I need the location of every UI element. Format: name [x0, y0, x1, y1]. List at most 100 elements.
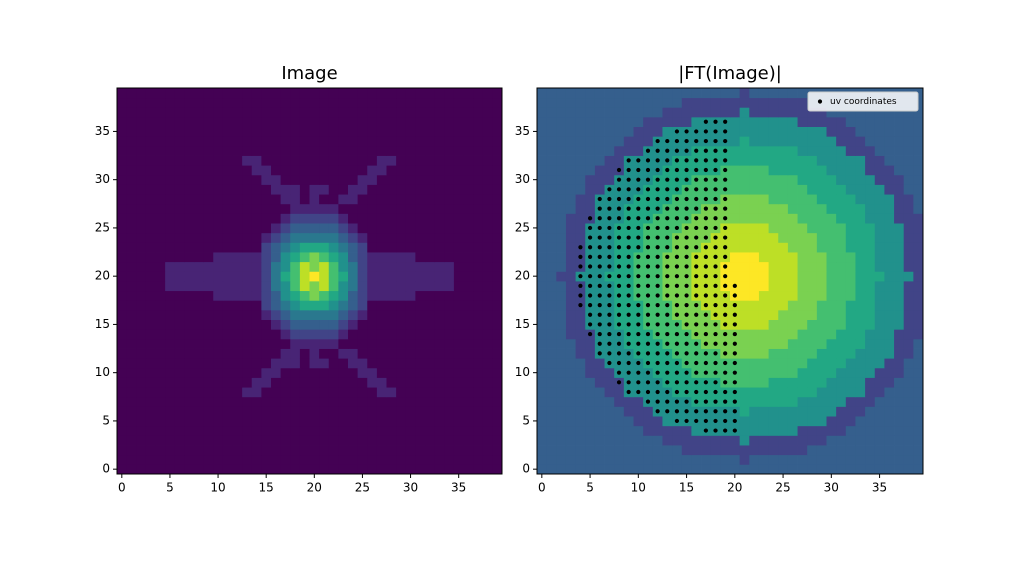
heatmap-cell [594, 97, 605, 108]
heatmap-cell [213, 435, 224, 446]
heatmap-cell [575, 223, 586, 234]
heatmap-cell [614, 435, 625, 446]
scatter-point [713, 351, 718, 356]
heatmap-cell [299, 425, 310, 436]
heatmap-cell [758, 454, 769, 465]
scatter-point [684, 303, 689, 308]
x-tick-label: 10 [210, 481, 225, 495]
heatmap-cell [730, 88, 741, 99]
heatmap-cell [865, 165, 876, 176]
heatmap-cell [865, 377, 876, 388]
heatmap-cell [894, 107, 905, 118]
heatmap-cell [299, 300, 310, 311]
heatmap-cell [473, 136, 484, 147]
heatmap-cell [594, 406, 605, 417]
heatmap-cell [585, 377, 596, 388]
heatmap-cell [126, 348, 137, 359]
heatmap-cell [136, 454, 147, 465]
heatmap-cell [319, 184, 330, 195]
heatmap-cell [184, 145, 195, 156]
heatmap-cell [357, 358, 368, 369]
scatter-point [684, 360, 689, 366]
heatmap-cell [165, 223, 176, 234]
scatter-point [703, 409, 708, 414]
heatmap-cell [251, 242, 262, 253]
heatmap-cell [855, 145, 866, 156]
heatmap-cell [444, 223, 455, 234]
heatmap-cell [903, 416, 914, 427]
heatmap-cell [855, 223, 866, 234]
heatmap-cell [309, 387, 320, 398]
heatmap-cell [826, 232, 837, 243]
heatmap-cell [251, 387, 262, 398]
heatmap-cell [348, 445, 359, 456]
scatter-point [655, 303, 660, 308]
heatmap-cell [894, 338, 905, 349]
heatmap-cell [473, 107, 484, 118]
scatter-point [655, 409, 660, 414]
heatmap-cell [807, 290, 818, 301]
heatmap-cell [681, 88, 692, 99]
heatmap-cell [290, 367, 301, 378]
heatmap-cell [299, 107, 310, 118]
scatter-point [713, 380, 718, 385]
scatter-point [703, 245, 708, 250]
heatmap-cell [280, 396, 291, 407]
heatmap-cell [768, 416, 779, 427]
heatmap-cell [778, 396, 789, 407]
heatmap-cell [672, 425, 683, 436]
heatmap-cell [623, 464, 634, 475]
heatmap-cell [386, 165, 397, 176]
heatmap-cell [213, 242, 224, 253]
heatmap-cell [787, 281, 798, 292]
heatmap-cell [376, 445, 387, 456]
heatmap-cell [434, 319, 445, 330]
heatmap-cell [556, 367, 567, 378]
heatmap-cell [749, 155, 760, 166]
heatmap-cell [463, 425, 474, 436]
heatmap-cell [874, 165, 885, 176]
heatmap-cell [309, 329, 320, 340]
heatmap-cell [730, 435, 741, 446]
heatmap-cell [194, 435, 205, 446]
scatter-point [655, 283, 660, 288]
heatmap-cell [222, 319, 233, 330]
heatmap-cell [884, 213, 895, 224]
heatmap-cell [633, 396, 644, 407]
heatmap-cell [546, 406, 557, 417]
heatmap-cell [242, 396, 253, 407]
heatmap-cell [797, 194, 808, 205]
heatmap-cell [222, 406, 233, 417]
heatmap-cell [575, 213, 586, 224]
heatmap-cell [261, 416, 272, 427]
heatmap-cell [826, 358, 837, 369]
scatter-point [616, 177, 622, 182]
heatmap-cell [165, 252, 176, 263]
heatmap-cell [222, 223, 233, 234]
heatmap-cell [145, 309, 156, 320]
heatmap-cell [546, 445, 557, 456]
scatter-point [674, 322, 680, 327]
heatmap-cell [126, 329, 137, 340]
heatmap-cell [376, 367, 387, 378]
heatmap-cell [730, 464, 741, 475]
heatmap-cell [903, 203, 914, 214]
heatmap-cell [453, 184, 464, 195]
heatmap-cell [194, 194, 205, 205]
heatmap-cell [415, 406, 426, 417]
heatmap-cell [357, 300, 368, 311]
heatmap-cell [575, 116, 586, 127]
heatmap-cell [155, 252, 166, 263]
heatmap-cell [309, 223, 320, 234]
heatmap-cell [614, 155, 625, 166]
heatmap-cell [405, 406, 416, 417]
heatmap-cell [556, 155, 567, 166]
heatmap-cell [633, 464, 644, 475]
heatmap-cell [681, 425, 692, 436]
scatter-point [694, 341, 699, 346]
heatmap-cell [546, 194, 557, 205]
heatmap-cell [643, 464, 654, 475]
heatmap-cell [367, 338, 378, 349]
heatmap-cell [184, 261, 195, 272]
heatmap-cell [357, 252, 368, 263]
